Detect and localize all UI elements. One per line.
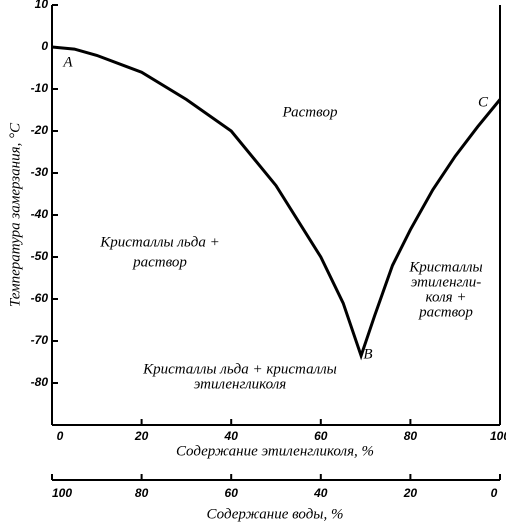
y-axis-title: Температура замерзания, °С	[7, 122, 23, 307]
x2-tick-label: 100	[52, 486, 72, 500]
y-tick-label: 0	[41, 39, 48, 53]
x2-axis-title: Содержание воды, %	[207, 506, 344, 522]
annotation: Раствор	[282, 104, 338, 120]
y-tick-label: -10	[31, 81, 49, 95]
annotation: Кристаллы льда +	[99, 234, 219, 250]
x-axis-title: Содержание этиленгликоля, %	[176, 443, 374, 459]
x2-tick-label: 0	[491, 486, 498, 500]
x-tick-label: 80	[404, 429, 418, 443]
annotation: Кристаллы льда + кристаллы	[142, 361, 337, 377]
annotation: Кристаллы	[408, 259, 482, 275]
y-tick-label: -50	[31, 249, 49, 263]
x2-tick-label: 20	[403, 486, 418, 500]
annotation: этиленгли-	[411, 274, 481, 290]
x-tick-label: 20	[134, 429, 149, 443]
freezing-curve	[51, 45, 502, 361]
annotation: A	[62, 54, 73, 70]
x-tick-label: 100	[490, 429, 506, 443]
y-tick-label: -80	[31, 375, 49, 389]
y-tick-label: -40	[31, 207, 49, 221]
y-tick-label: -70	[31, 333, 49, 347]
x2-tick-label: 80	[135, 486, 149, 500]
annotation: B	[363, 346, 372, 362]
annotation: раствор	[132, 254, 187, 270]
x-tick-label: 0	[57, 429, 64, 443]
annotation: C	[478, 94, 489, 110]
x2-tick-label: 40	[313, 486, 328, 500]
y-tick-label: -30	[31, 165, 49, 179]
x-tick-label: 40	[224, 429, 239, 443]
y-tick-label: -20	[31, 123, 49, 137]
y-tick-label: -60	[31, 291, 49, 305]
annotation: этиленгликоля	[194, 376, 287, 392]
y-tick-label: 10	[35, 0, 49, 11]
x2-tick-label: 60	[225, 486, 239, 500]
x-tick-label: 60	[314, 429, 328, 443]
annotation: раствор	[418, 304, 473, 320]
annotation: коля +	[426, 289, 467, 305]
